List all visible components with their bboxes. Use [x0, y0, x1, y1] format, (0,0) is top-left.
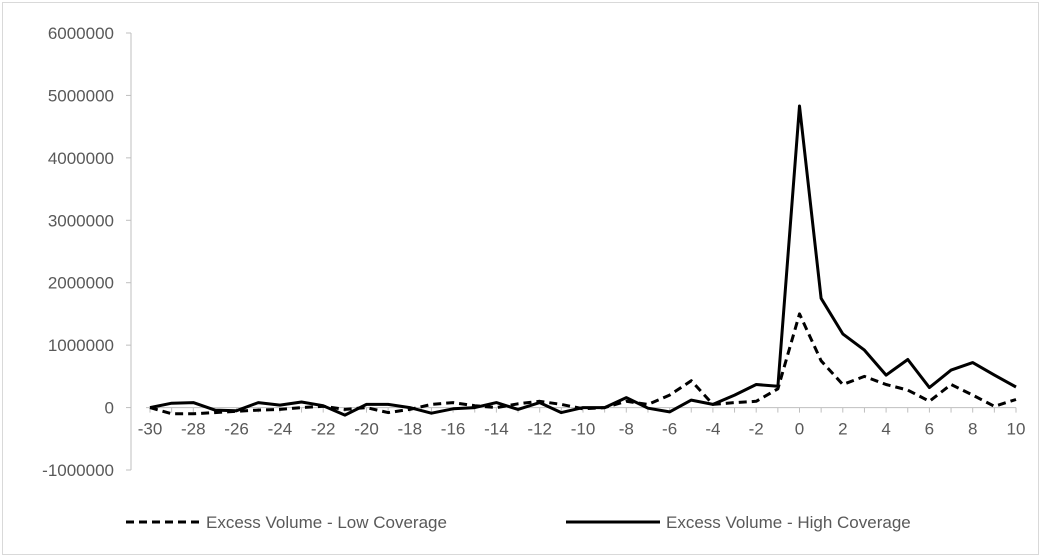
x-tick-label: -20 [354, 420, 379, 439]
x-tick-label: -14 [484, 420, 509, 439]
x-tick-label: 4 [881, 420, 890, 439]
x-tick-label: -24 [268, 420, 293, 439]
y-tick-label: 4000000 [48, 149, 114, 168]
legend: Excess Volume - Low Coverage Excess Volum… [126, 513, 911, 532]
x-tick-label: 2 [838, 420, 847, 439]
x-tick-label: -28 [181, 420, 206, 439]
y-tick-label: 5000000 [48, 86, 114, 105]
legend-label-high-coverage: Excess Volume - High Coverage [666, 513, 911, 532]
x-tick-label: -22 [311, 420, 336, 439]
x-tick-label: 8 [968, 420, 977, 439]
x-tick-label: -18 [398, 420, 423, 439]
y-tick-label: 2000000 [48, 274, 114, 293]
series-line-high-coverage [149, 104, 1017, 417]
x-tick-label: -6 [662, 420, 677, 439]
x-tick-label: -4 [705, 420, 720, 439]
x-tick-label: 0 [795, 420, 804, 439]
series-lines [149, 104, 1017, 417]
y-axis: -1000000 0 1000000 2000000 3000000 4000000 500… [42, 24, 132, 480]
legend-label-low-coverage: Excess Volume - Low Coverage [206, 513, 447, 532]
series-line-low-coverage [149, 312, 1017, 416]
x-tick-label: -12 [527, 420, 552, 439]
y-tick-label: -1000000 [42, 461, 114, 480]
y-tick-label: 6000000 [48, 24, 114, 43]
x-tick-label: 10 [1007, 420, 1026, 439]
x-tick-label: -16 [441, 420, 466, 439]
x-tick-label: 6 [925, 420, 934, 439]
x-tick-label: -26 [224, 420, 249, 439]
x-tick-label: -2 [749, 420, 764, 439]
x-axis: -30 -28 -26 -24 -22 -20 -18 -16 -14 -12 -10 -8 -6 -4-… [138, 407, 1026, 439]
x-tick-label: -30 [138, 420, 163, 439]
y-tick-label: 1000000 [48, 336, 114, 355]
x-tick-label: -10 [571, 420, 596, 439]
y-tick-label: 0 [105, 399, 114, 418]
y-tick-label: 3000000 [48, 211, 114, 230]
x-tick-label: -8 [619, 420, 634, 439]
